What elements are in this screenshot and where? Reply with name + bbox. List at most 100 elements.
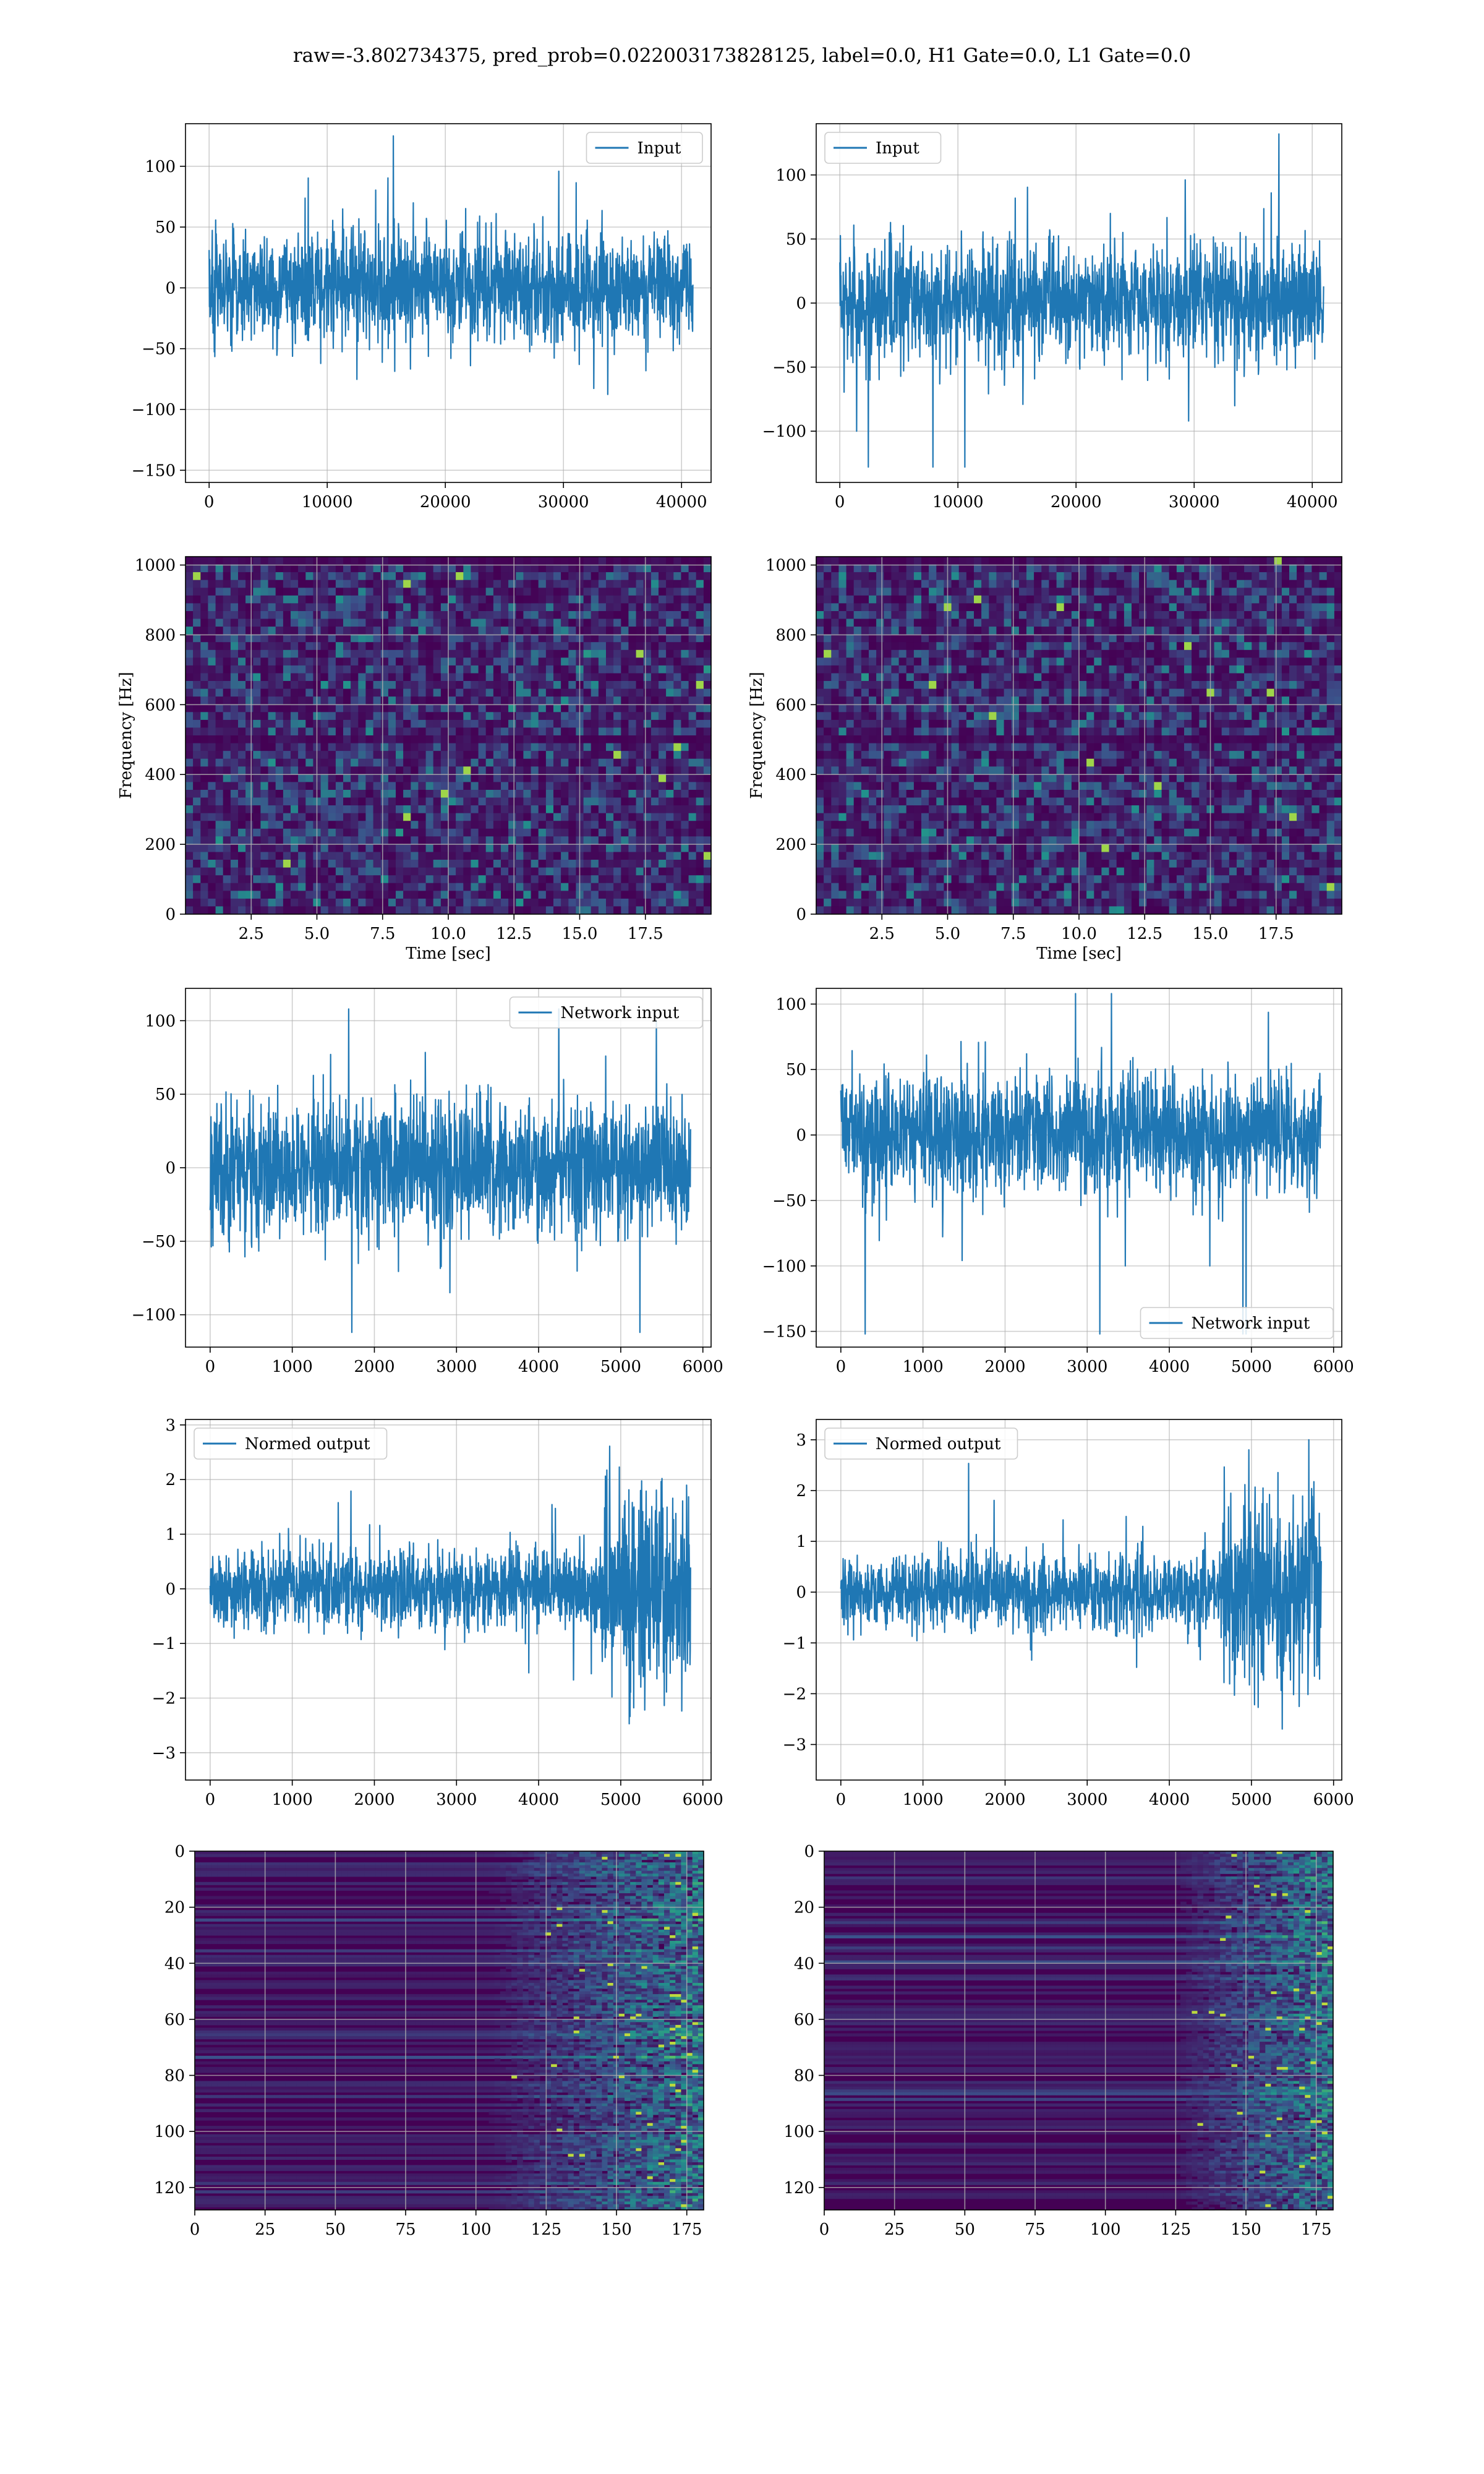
x-tick-label: 175 — [1301, 2220, 1332, 2239]
legend-label: Network input — [1192, 1314, 1310, 1333]
x-tick-label: 17.5 — [1258, 925, 1294, 943]
y-tick-label: 0 — [796, 905, 806, 924]
x-axis-label: Time [sec] — [1036, 944, 1122, 963]
x-tick-label: 4000 — [518, 1358, 559, 1376]
x-tick-label: 1000 — [272, 1791, 313, 1809]
axes-frame — [816, 988, 1342, 1348]
series-line — [208, 135, 694, 395]
y-tick-label: 3 — [165, 1416, 176, 1435]
y-tick-label: 20 — [164, 1899, 185, 1917]
y-tick-label: −100 — [762, 1257, 806, 1276]
x-tick-label: 40000 — [1287, 493, 1338, 511]
y-tick-label: 0 — [804, 1843, 814, 1861]
y-tick-label: 1000 — [765, 557, 806, 575]
x-tick-label: 5000 — [1231, 1791, 1272, 1809]
x-tick-label: 0 — [835, 493, 845, 511]
y-tick-label: 200 — [775, 836, 806, 854]
heatmap-cells — [824, 1851, 1334, 2211]
legend: Input — [586, 132, 703, 164]
y-axis-label: Frequency [Hz] — [748, 672, 766, 799]
figure-title: raw=-3.802734375, pred_prob=0.0220031738… — [0, 45, 1484, 67]
x-tick-label: 5.0 — [935, 925, 960, 943]
x-tick-label: 0 — [836, 1791, 846, 1809]
chart-network-input-h1: 0 1000 2000 3000 4000 5000 6000 −100 −50 0 50 100 Ne… — [132, 988, 723, 1376]
chart-input-h1: 0 10000 20000 30000 40000 −150 −100 −50 0 50 100 In… — [132, 123, 712, 511]
x-tick-label: 0 — [205, 1791, 216, 1809]
y-tick-label: −50 — [142, 1233, 176, 1251]
y-tick-label: 0 — [174, 1843, 185, 1861]
x-tick-label: 10.0 — [430, 925, 466, 943]
x-tick-label: 100 — [1090, 2220, 1121, 2239]
x-tick-label: 0 — [819, 2220, 830, 2239]
x-tick-label: 7.5 — [370, 925, 395, 943]
y-tick-label: −50 — [142, 340, 176, 359]
y-tick-label: −1 — [783, 1634, 806, 1653]
y-tick-label: 0 — [796, 1583, 806, 1602]
x-tick-label: 5000 — [600, 1358, 641, 1376]
legend: Network input — [509, 996, 703, 1029]
x-tick-label: 7.5 — [1000, 925, 1026, 943]
x-tick-label: 10000 — [302, 493, 353, 511]
y-tick-label: 50 — [155, 1085, 176, 1104]
x-tick-label: 6000 — [1313, 1791, 1354, 1809]
y-tick-label: −3 — [783, 1736, 806, 1755]
legend-box — [194, 1427, 388, 1460]
y-tick-label: −150 — [132, 461, 176, 480]
y-tick-label: 600 — [145, 696, 176, 714]
x-tick-label: 4000 — [1149, 1358, 1190, 1376]
y-tick-label: 0 — [165, 1580, 176, 1599]
x-tick-label: 1000 — [903, 1358, 944, 1376]
y-tick-label: 100 — [145, 1012, 176, 1030]
heatmap-cells — [195, 1851, 704, 2211]
y-tick-label: 80 — [794, 2067, 814, 2086]
x-tick-label: 3000 — [1067, 1358, 1107, 1376]
x-tick-label: 2.5 — [239, 925, 264, 943]
chart-input-l1: 0 10000 20000 30000 40000 −100 −50 0 50 100 Input — [762, 123, 1342, 511]
x-tick-label: 125 — [531, 2220, 562, 2239]
y-tick-label: 0 — [165, 1159, 176, 1178]
y-tick-label: 600 — [775, 696, 806, 714]
y-tick-label: 1 — [796, 1533, 806, 1551]
axes-frame — [185, 1419, 712, 1781]
y-tick-label: 1 — [165, 1526, 176, 1544]
x-tick-label: 12.5 — [496, 925, 532, 943]
y-tick-label: −150 — [762, 1323, 806, 1342]
y-tick-label: 100 — [775, 166, 806, 185]
x-tick-label: 5000 — [1231, 1358, 1272, 1376]
y-tick-label: 60 — [164, 2011, 185, 2029]
y-tick-label: −2 — [783, 1685, 806, 1703]
series-input — [839, 133, 1324, 468]
y-tick-label: 200 — [145, 836, 176, 854]
x-tick-label: 2.5 — [869, 925, 895, 943]
legend: Normed output — [824, 1427, 1018, 1460]
series-normed-output — [840, 1439, 1322, 1730]
x-tick-label: 10000 — [932, 493, 984, 511]
x-tick-label: 6000 — [683, 1791, 723, 1809]
legend: Normed output — [194, 1427, 388, 1460]
x-tick-label: 40000 — [656, 493, 707, 511]
y-tick-label: 50 — [155, 218, 176, 237]
x-tick-label: 0 — [190, 2220, 200, 2239]
axes-frame — [824, 1851, 1334, 2211]
legend-label: Network input — [561, 1004, 680, 1022]
y-tick-label: −50 — [772, 359, 806, 377]
x-tick-label: 2000 — [984, 1791, 1025, 1809]
x-tick-label: 50 — [325, 2220, 346, 2239]
x-tick-label: 0 — [205, 1358, 216, 1376]
y-tick-label: 120 — [783, 2179, 814, 2198]
x-tick-label: 0 — [836, 1358, 846, 1376]
x-tick-label: 75 — [1025, 2220, 1045, 2239]
x-tick-label: 75 — [395, 2220, 416, 2239]
series-line — [840, 1439, 1322, 1730]
y-tick-label: 100 — [145, 158, 176, 176]
y-tick-label: 400 — [775, 766, 806, 784]
x-tick-label: 150 — [1230, 2220, 1261, 2239]
axes-frame — [816, 1419, 1342, 1781]
x-tick-label: 4000 — [518, 1791, 559, 1809]
y-tick-label: 800 — [775, 626, 806, 644]
y-tick-label: −2 — [152, 1690, 176, 1708]
x-tick-label: 0 — [204, 493, 215, 511]
y-tick-label: 400 — [145, 766, 176, 784]
